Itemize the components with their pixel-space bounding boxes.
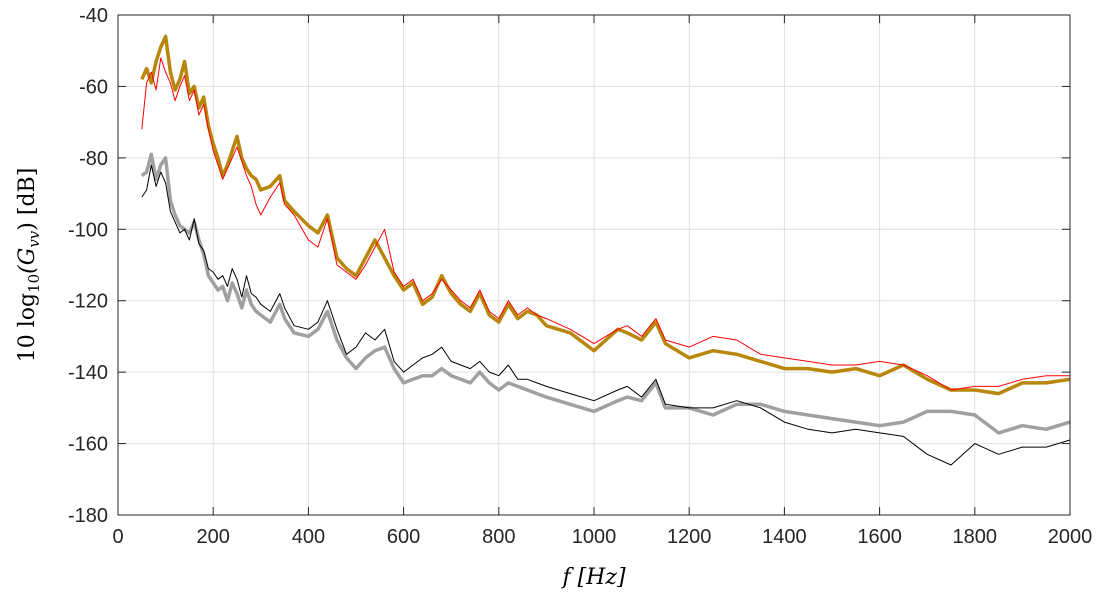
y-tick-label: -120 [68,291,108,313]
x-tick-label: 2000 [1048,526,1093,548]
x-axis-ticks: 0 200 400 600 800 1000 1200 1400 1600 1800 2000 [112,15,1092,548]
y-axis-ticks: -40 -60 -80 -100 -120 -140 -160 -180 [68,5,1070,527]
y-axis-label-pre: 10 log [15,293,40,362]
y-tick-label: -140 [68,362,108,384]
series-line-1 [140,34,1071,396]
y-tick-label: -40 [79,5,108,27]
y-axis-label-sub1: 10 [25,274,43,293]
x-tick-label: 200 [197,526,230,548]
y-axis-label-mid: (G [15,248,40,274]
y-tick-label: -160 [68,434,108,456]
x-tick-label: 1800 [953,526,998,548]
series-line-3 [140,152,1071,435]
x-tick-label: 1400 [762,526,807,548]
y-axis-label: 10 log10(Gvv) [dB] [15,168,43,363]
x-tick-label: 0 [112,526,123,548]
x-tick-label: 600 [387,526,420,548]
series-line-2 [141,57,1070,391]
x-tick-label: 1600 [857,526,902,548]
x-tick-label: 1200 [667,526,712,548]
series-layer [140,34,1071,466]
y-tick-label: -80 [79,148,108,170]
y-axis-label-sub2: vv [25,230,43,247]
y-tick-label: -180 [68,505,108,527]
x-tick-label: 400 [292,526,325,548]
y-tick-label: -60 [79,76,108,98]
x-tick-label: 800 [482,526,515,548]
series-line-4 [141,164,1071,466]
x-tick-label: 1000 [572,526,617,548]
y-tick-label: -100 [68,219,108,241]
y-axis-label-post: ) [dB] [15,168,40,231]
x-axis-label: f [Hz] [560,565,625,590]
